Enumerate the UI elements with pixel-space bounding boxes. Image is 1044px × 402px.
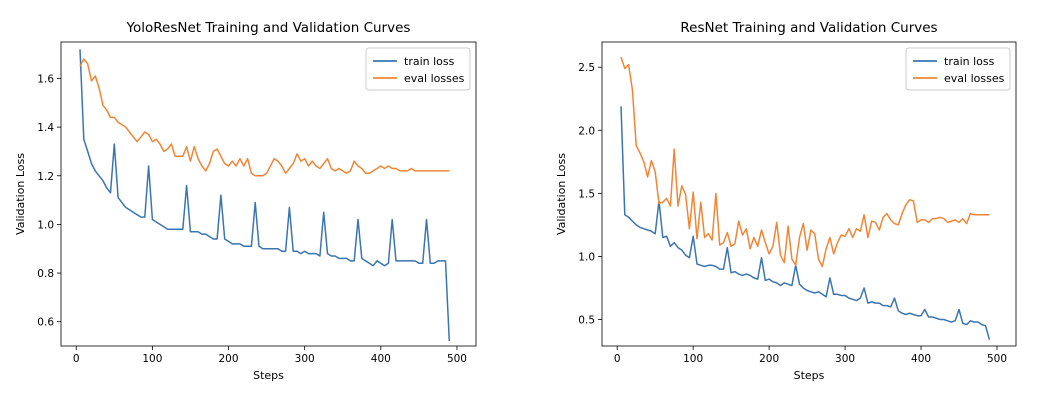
- series-line-eval-losses: [79, 58, 450, 177]
- y-tick-label: 0.8: [37, 268, 54, 280]
- x-tick-label: 400: [371, 353, 391, 365]
- axes-frame: [60, 41, 477, 347]
- x-tick-label: 300: [295, 353, 315, 365]
- x-tick-label: 100: [142, 353, 162, 365]
- legend-box: [905, 47, 1011, 91]
- y-axis-label: Validation Loss: [14, 153, 27, 235]
- legend-label: train loss: [404, 55, 455, 68]
- y-tick-label: 1.6: [37, 73, 54, 85]
- y-tick-label: 1.0: [37, 219, 54, 231]
- y-tick-label: 0.5: [578, 315, 595, 327]
- x-tick-label: 200: [218, 353, 238, 365]
- y-tick-label: 2.0: [578, 125, 595, 137]
- series-line-train-loss: [79, 49, 451, 342]
- y-tick-label: 1.0: [578, 251, 595, 263]
- x-axis-label: Steps: [794, 369, 825, 382]
- chart-title: YoloResNet Training and Validation Curve…: [126, 20, 411, 36]
- y-tick-label: 1.4: [37, 122, 54, 134]
- chart-1: YoloResNet Training and Validation Curve…: [14, 20, 477, 382]
- legend-label: train loss: [944, 55, 995, 68]
- y-axis-label: Validation Loss: [555, 153, 568, 235]
- chart-2: ResNet Training and Validation Curves 0 10…: [555, 20, 1017, 382]
- x-tick-label: 500: [447, 353, 467, 365]
- x-tick-label: 100: [683, 353, 703, 365]
- x-axis-label: Steps: [253, 369, 284, 382]
- x-tick-label: 500: [987, 353, 1007, 365]
- legend: train loss eval losses: [365, 47, 471, 91]
- legend: train loss eval losses: [905, 47, 1011, 91]
- y-tick-label: 0.6: [37, 317, 54, 329]
- legend-label: eval losses: [944, 72, 1005, 85]
- y-tick-label: 1.5: [578, 188, 595, 200]
- legend-box: [365, 47, 471, 91]
- series-line-train-loss: [620, 106, 991, 340]
- y-tick-label: 2.5: [578, 62, 595, 74]
- y-tick-label: 1.2: [37, 171, 54, 183]
- series-line-eval-losses: [620, 56, 990, 268]
- x-tick-label: 0: [614, 353, 621, 365]
- x-tick-label: 400: [911, 353, 931, 365]
- chart-title: ResNet Training and Validation Curves: [680, 20, 937, 36]
- x-tick-label: 200: [759, 353, 779, 365]
- legend-label: eval losses: [404, 72, 465, 85]
- x-tick-label: 0: [73, 353, 80, 365]
- x-tick-label: 300: [835, 353, 855, 365]
- axes-frame: [601, 41, 1017, 347]
